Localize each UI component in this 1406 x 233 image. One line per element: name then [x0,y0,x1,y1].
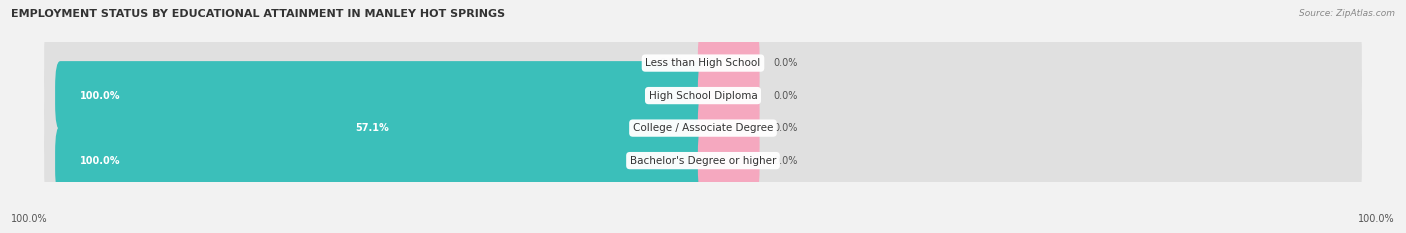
FancyBboxPatch shape [55,61,709,130]
Text: 0.0%: 0.0% [773,156,799,166]
FancyBboxPatch shape [697,29,759,98]
FancyBboxPatch shape [697,61,759,130]
FancyBboxPatch shape [44,98,1362,159]
Text: 0.0%: 0.0% [773,123,799,133]
Text: Source: ZipAtlas.com: Source: ZipAtlas.com [1299,9,1395,18]
Text: College / Associate Degree: College / Associate Degree [633,123,773,133]
Text: 100.0%: 100.0% [11,214,48,224]
FancyBboxPatch shape [697,94,759,163]
Text: 0.0%: 0.0% [659,58,683,68]
FancyBboxPatch shape [44,33,1362,94]
Text: EMPLOYMENT STATUS BY EDUCATIONAL ATTAINMENT IN MANLEY HOT SPRINGS: EMPLOYMENT STATUS BY EDUCATIONAL ATTAINM… [11,9,505,19]
FancyBboxPatch shape [44,65,1362,126]
Text: 100.0%: 100.0% [1358,214,1395,224]
Text: Less than High School: Less than High School [645,58,761,68]
Text: 0.0%: 0.0% [773,91,799,101]
FancyBboxPatch shape [55,126,709,195]
FancyBboxPatch shape [44,130,1362,191]
Text: 0.0%: 0.0% [773,58,799,68]
Text: 100.0%: 100.0% [80,91,120,101]
Text: 100.0%: 100.0% [80,156,120,166]
Text: Bachelor's Degree or higher: Bachelor's Degree or higher [630,156,776,166]
Text: High School Diploma: High School Diploma [648,91,758,101]
Text: 57.1%: 57.1% [356,123,389,133]
FancyBboxPatch shape [330,94,709,163]
FancyBboxPatch shape [697,126,759,195]
